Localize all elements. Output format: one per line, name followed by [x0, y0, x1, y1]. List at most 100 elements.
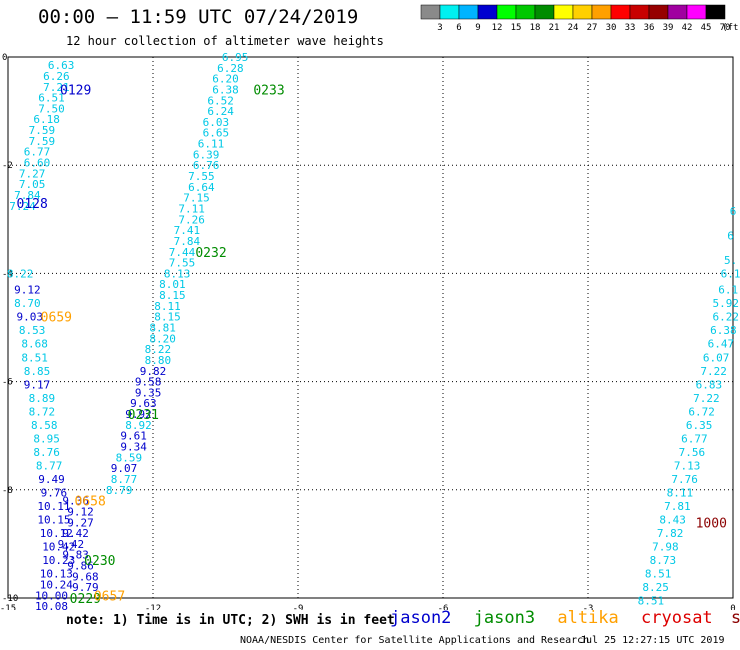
data-point-label: 7.11	[178, 202, 205, 215]
data-point-label: 9.35	[135, 386, 162, 399]
data-point-label: 10.12	[40, 527, 73, 540]
data-point-label: 7.84	[14, 189, 41, 202]
page-subtitle: 12 hour collection of altimeter wave hei…	[66, 34, 384, 48]
data-point-label: 10.24	[40, 578, 73, 591]
data-point-label: 8.58	[31, 419, 58, 432]
data-point-label: 7.82	[657, 527, 684, 540]
data-point-label: 8.51	[21, 351, 48, 364]
legend-jason3: jason3	[473, 608, 536, 628]
legend-s3a: s3a	[730, 608, 740, 628]
data-point-label: 8.76	[33, 446, 60, 459]
color-scale-label: 3	[437, 23, 442, 33]
color-scale-label: 9	[475, 23, 480, 33]
track-time-label: 1000	[696, 516, 727, 531]
data-point-label: 7.15	[183, 192, 210, 205]
data-point-label: 9.92	[125, 408, 152, 421]
color-scale-swatch	[534, 4, 555, 20]
color-scale-label: 39	[663, 23, 674, 33]
data-point-label: 7.26	[178, 213, 205, 226]
data-point-label: 6.95	[222, 51, 249, 64]
data-point-label: 5.	[724, 254, 737, 267]
data-point-label: 7.27	[19, 167, 46, 180]
color-scale-swatch	[420, 4, 441, 20]
y-tick-label: -4	[2, 269, 13, 279]
data-point-label: 8.43	[659, 514, 686, 527]
data-point-label: 9.86	[67, 560, 94, 573]
track-time-label: 0230	[84, 554, 115, 569]
data-point-label: 6.11	[198, 138, 225, 151]
data-point-label: 8.20	[149, 332, 176, 345]
data-point-label: 9.58	[135, 376, 162, 389]
data-point-label: 6	[730, 205, 737, 218]
footer-timestamp: Jul 25 12:27:15 UTC 2019	[580, 635, 725, 646]
data-point-label: 8.15	[154, 311, 181, 324]
data-point-label: 8.25	[642, 581, 669, 594]
x-tick-label: -9	[293, 604, 304, 610]
data-point-label: 8.72	[29, 405, 56, 418]
data-point-label: 9.12	[14, 284, 41, 297]
data-point-label: 8.22	[145, 343, 172, 356]
data-point-label: 8.85	[24, 365, 51, 378]
color-scale-swatch	[477, 4, 498, 20]
data-point-label: 6.1	[718, 284, 738, 297]
data-point-label: 8.77	[111, 473, 138, 486]
data-point-label: 9.68	[72, 570, 99, 583]
data-point-label: 6.24	[207, 105, 234, 118]
color-scale-swatch	[572, 4, 593, 20]
data-point-label: 9.36	[62, 495, 89, 508]
data-point-label: 8.15	[159, 289, 186, 302]
chart-area: -15 -12 -9 -6 -3 00-2-4-6-8-106.636.267.216.5…	[0, 4, 740, 610]
data-point-label: 8.01	[159, 278, 186, 291]
data-point-label: 6.60	[24, 156, 51, 169]
data-point-label: 8.11	[667, 487, 694, 500]
track-time-label: 0129	[60, 83, 91, 98]
data-point-label: 5.92	[713, 297, 740, 310]
data-point-label: 9.82	[140, 365, 167, 378]
data-point-label: 7.55	[188, 170, 215, 183]
track-time-label: 0128	[17, 197, 48, 212]
color-scale-swatch	[610, 4, 631, 20]
data-point-label: 8.89	[29, 392, 56, 405]
data-point-label: 7.81	[664, 500, 691, 513]
x-tick-label: -3	[583, 604, 594, 610]
data-point-label: 8.59	[116, 451, 143, 464]
data-point-label: 7.21	[43, 81, 70, 94]
data-point-label: 7.22	[700, 365, 727, 378]
data-point-label: 9.79	[72, 581, 99, 594]
legend-altika: altika	[557, 608, 619, 628]
data-point-label: 8.79	[106, 484, 133, 497]
color-scale-label: (ft)	[722, 23, 740, 33]
data-point-label: 6.77	[24, 146, 51, 159]
data-point-label: 7.84	[174, 235, 201, 248]
data-point-label: 6.83	[696, 378, 723, 391]
color-scale-label: 12	[492, 23, 503, 33]
data-point-label: 7.24	[9, 200, 36, 213]
track-time-label: 0658	[75, 495, 106, 510]
data-point-label: 8.95	[33, 432, 60, 445]
data-point-label: 9.42	[58, 538, 85, 551]
data-point-label: 6.39	[193, 148, 220, 161]
track-time-label: 0229	[70, 592, 101, 607]
data-point-label: 8.73	[650, 554, 677, 567]
track-time-label: 0232	[195, 246, 226, 261]
data-point-label: 6.38	[212, 83, 239, 96]
data-point-label: 9.61	[120, 430, 147, 443]
data-point-label: 9.17	[24, 378, 51, 391]
data-point-label: 6.51	[38, 92, 65, 105]
x-tick-label: -12	[145, 604, 161, 610]
data-point-label: 7.98	[652, 541, 679, 554]
x-tick-label: -15	[0, 604, 16, 610]
data-point-label: 6.72	[688, 405, 715, 418]
color-scale-swatch	[629, 4, 650, 20]
data-point-label: 8.13	[164, 267, 191, 280]
color-scale-label: 33	[625, 23, 636, 33]
data-point-label: 6.35	[686, 419, 713, 432]
data-point-label: 6.52	[207, 94, 234, 107]
data-point-label: 6.76	[193, 159, 220, 172]
data-point-label: 7.05	[19, 178, 46, 191]
data-point-label: 6.65	[203, 127, 230, 140]
track-time-label: 0657	[94, 589, 125, 604]
data-point-label: 7.50	[38, 102, 65, 115]
data-point-label: 8.80	[145, 354, 172, 367]
data-point-label: 7.13	[674, 459, 701, 472]
